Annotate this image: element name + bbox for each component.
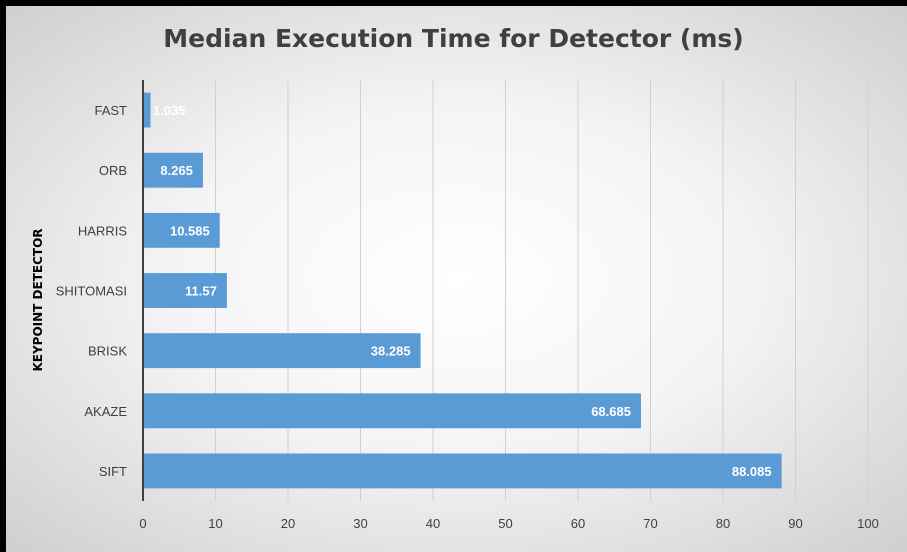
x-tick-label: 70 (643, 516, 657, 531)
x-tick-label: 30 (353, 516, 367, 531)
data-label: 1.035 (153, 103, 186, 118)
x-tick-label: 40 (426, 516, 440, 531)
category-label: HARRIS (78, 223, 127, 238)
x-tick-label: 50 (498, 516, 512, 531)
x-tick-label: 10 (208, 516, 222, 531)
category-label: AKAZE (84, 404, 127, 419)
x-tick-label: 100 (857, 516, 879, 531)
bar (143, 453, 782, 489)
data-label: 10.585 (170, 223, 210, 238)
data-label: 88.085 (732, 464, 772, 479)
category-label: SIFT (99, 464, 127, 479)
chart-title: Median Execution Time for Detector (ms) (163, 24, 744, 53)
bar (143, 92, 151, 128)
bar (143, 273, 227, 308)
data-label: 8.265 (160, 163, 193, 178)
category-label: ORB (99, 163, 127, 178)
data-label: 38.285 (371, 344, 411, 359)
x-tick-label: 90 (788, 516, 802, 531)
data-label: 68.685 (591, 404, 631, 419)
category-label: BRISK (88, 344, 127, 359)
category-label: SHITOMASI (56, 284, 127, 299)
x-tick-label: 80 (716, 516, 730, 531)
category-label: FAST (94, 103, 127, 118)
x-tick-label: 20 (281, 516, 295, 531)
x-tick-label: 0 (139, 516, 146, 531)
bar (143, 212, 220, 248)
x-tick-label: 60 (571, 516, 585, 531)
bar (143, 393, 641, 429)
data-label: 11.57 (185, 284, 217, 299)
bar (143, 333, 421, 369)
bar (143, 152, 203, 188)
